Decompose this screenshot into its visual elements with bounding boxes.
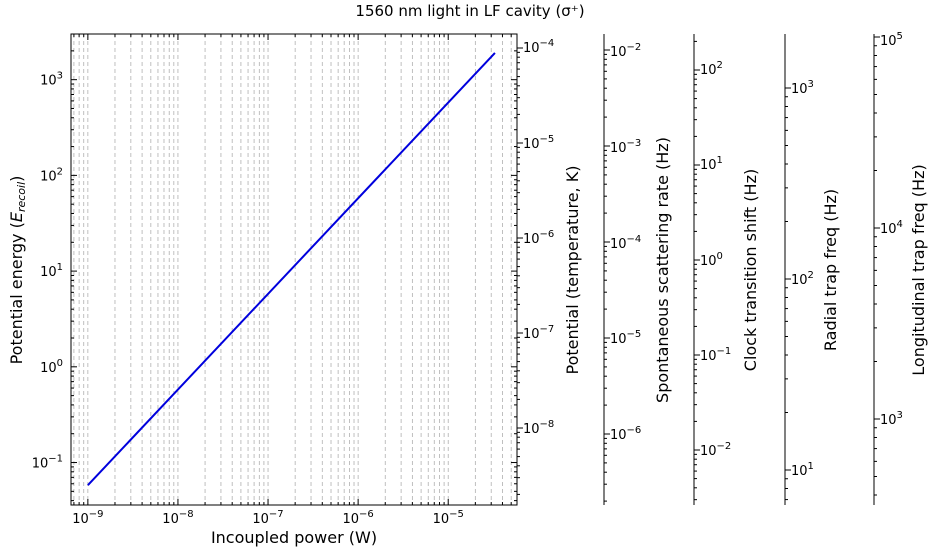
secondary-tick-label: 10−2 [700, 441, 731, 459]
secondary-axis-label: Spontaneous scattering rate (Hz) [653, 137, 672, 403]
x-axis: 10−9 10−8 10−7 10−6 10−5 [72, 34, 512, 527]
x-tick-label: 10−5 [433, 509, 464, 527]
x-tick-label: 10−9 [72, 509, 103, 527]
secondary-tick-label: 100 [700, 251, 723, 269]
secondary-tick-label: 105 [880, 31, 903, 49]
chart-title: 1560 nm light in LF cavity (σ⁺) [355, 2, 584, 20]
secondary-axis: 101 102 103 Radial trap freq (Hz) [784, 34, 840, 505]
plot-frame [70, 33, 518, 506]
x-tick-label: 10−6 [342, 509, 373, 527]
secondary-tick-label: 10−6 [610, 425, 641, 443]
secondary-tick-label: 10−8 [523, 419, 554, 437]
y-tick-label: 101 [40, 262, 63, 280]
secondary-axis: 10−6 10−5 10−4 10−3 10−2 Spontaneous scatteri… [603, 34, 672, 505]
secondary-tick-label: 10−5 [523, 134, 554, 152]
series-line [87, 52, 496, 486]
y-tick-label: 10−1 [32, 454, 63, 472]
y-axis-label: Potential energy (Erecoil) [7, 176, 28, 365]
secondary-tick-label: 10−1 [700, 346, 731, 364]
secondary-tick-label: 10−5 [610, 329, 641, 347]
y-tick-label: 102 [40, 166, 63, 184]
secondary-tick-label: 10−6 [523, 229, 554, 247]
secondary-axes: 10−8 10−7 10−6 10−5 10−4 Potential (temperatu… [516, 31, 928, 505]
secondary-tick-label: 103 [880, 410, 903, 428]
secondary-axis-label: Potential (temperature, K) [563, 166, 582, 375]
secondary-axis: 10−2 10−1 100 101 102 Clock transition shift … [693, 34, 760, 505]
y-tick-label: 100 [40, 358, 63, 376]
secondary-tick-label: 102 [791, 270, 814, 288]
grid-lines [73, 34, 512, 505]
x-axis-label: Incoupled power (W) [211, 528, 377, 547]
secondary-tick-label: 101 [700, 155, 723, 173]
y-tick-label: 103 [40, 71, 63, 89]
data-series [87, 52, 496, 486]
secondary-tick-label: 101 [791, 461, 814, 479]
secondary-axis-label: Radial trap freq (Hz) [821, 189, 840, 351]
secondary-tick-label: 10−2 [610, 42, 641, 60]
secondary-axis: 103 104 105 Longitudinal trap freq (Hz) [873, 31, 928, 505]
secondary-tick-label: 10−4 [523, 38, 554, 56]
y-axis: 10−1 100 101 102 103 [32, 33, 517, 502]
secondary-tick-label: 10−4 [610, 234, 641, 252]
secondary-axis-label: Longitudinal trap freq (Hz) [909, 164, 928, 375]
secondary-tick-label: 103 [791, 79, 814, 97]
secondary-tick-label: 102 [700, 60, 723, 78]
secondary-tick-label: 10−7 [523, 324, 554, 342]
secondary-axis: 10−8 10−7 10−6 10−5 10−4 Potential (temperatu… [516, 34, 582, 505]
secondary-tick-label: 10−3 [610, 138, 641, 156]
x-tick-label: 10−7 [252, 509, 283, 527]
x-tick-label: 10−8 [162, 509, 193, 527]
secondary-axis-label: Clock transition shift (Hz) [741, 169, 760, 371]
secondary-tick-label: 104 [880, 219, 903, 237]
